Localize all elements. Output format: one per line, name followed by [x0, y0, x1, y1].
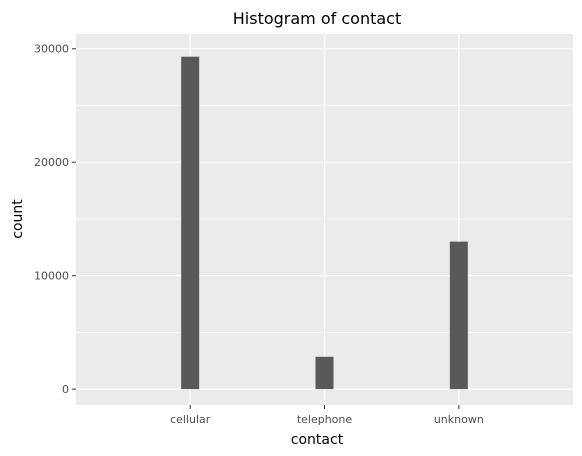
y-axis-ticks: 0 10000 20000 30000	[34, 43, 76, 396]
bar-telephone	[315, 356, 334, 390]
x-tick-label: telephone	[297, 413, 353, 426]
bar-unknown	[449, 241, 468, 390]
x-axis-label: contact	[291, 432, 344, 448]
x-axis-ticks: cellular telephone unknown	[170, 405, 484, 426]
bars	[181, 56, 468, 390]
y-tick-label: 0	[62, 383, 69, 396]
y-tick-label: 20000	[34, 156, 69, 169]
bar-cellular	[181, 56, 200, 390]
y-tick-label: 30000	[34, 43, 69, 56]
x-tick-label: unknown	[434, 413, 484, 426]
chart-title: Histogram of contact	[233, 9, 401, 28]
y-tick-label: 10000	[34, 270, 69, 283]
y-axis-label: count	[10, 199, 26, 239]
x-tick-label: cellular	[170, 413, 211, 426]
